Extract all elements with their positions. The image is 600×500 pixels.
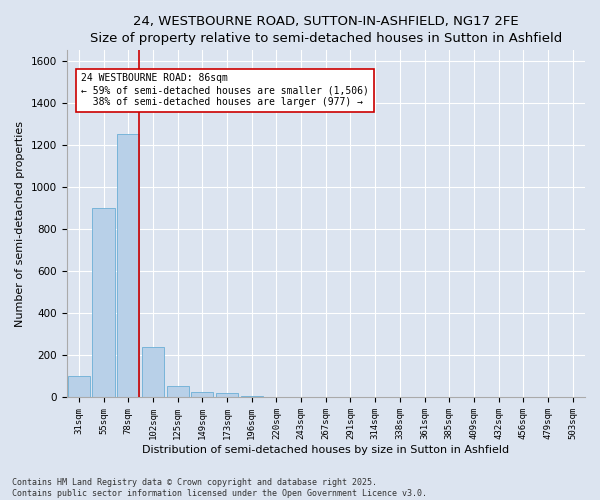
Bar xyxy=(241,396,263,398)
Title: 24, WESTBOURNE ROAD, SUTTON-IN-ASHFIELD, NG17 2FE
Size of property relative to s: 24, WESTBOURNE ROAD, SUTTON-IN-ASHFIELD,… xyxy=(89,15,562,45)
Y-axis label: Number of semi-detached properties: Number of semi-detached properties xyxy=(15,121,25,327)
Bar xyxy=(216,394,238,398)
Text: Contains HM Land Registry data © Crown copyright and database right 2025.
Contai: Contains HM Land Registry data © Crown c… xyxy=(12,478,427,498)
Bar xyxy=(191,392,214,398)
Bar xyxy=(117,134,139,398)
Text: 24 WESTBOURNE ROAD: 86sqm
← 59% of semi-detached houses are smaller (1,506)
  38: 24 WESTBOURNE ROAD: 86sqm ← 59% of semi-… xyxy=(81,74,369,106)
X-axis label: Distribution of semi-detached houses by size in Sutton in Ashfield: Distribution of semi-detached houses by … xyxy=(142,445,509,455)
Bar xyxy=(167,386,189,398)
Bar xyxy=(142,347,164,398)
Bar xyxy=(68,376,90,398)
Bar xyxy=(92,208,115,398)
Bar xyxy=(265,397,287,398)
